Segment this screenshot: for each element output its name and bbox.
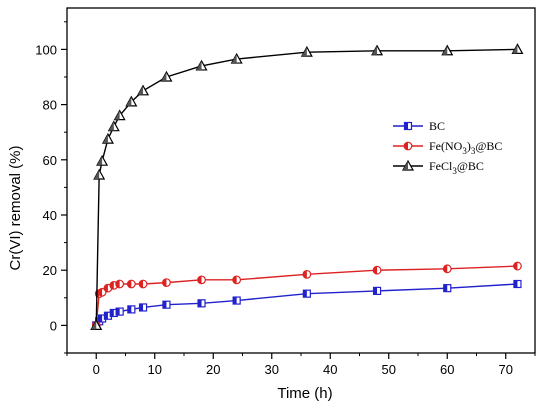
data-point <box>162 278 171 288</box>
data-point <box>115 307 124 316</box>
plot-area <box>90 43 524 330</box>
data-point <box>96 154 109 166</box>
legend: BC Fe(NO3)3@BC FeCl3@BC <box>393 119 502 176</box>
legend-marker <box>401 159 415 171</box>
data-point <box>300 45 313 57</box>
y-tick-label: 80 <box>43 98 57 113</box>
legend-item: FeCl3@BC <box>393 159 484 176</box>
x-tick-label: 30 <box>265 362 279 377</box>
data-point <box>115 279 125 289</box>
data-point <box>160 70 173 82</box>
plot-frame <box>66 7 536 354</box>
y-tick-label: 40 <box>43 208 57 223</box>
data-point <box>371 44 384 56</box>
x-tick-label: 60 <box>440 362 454 377</box>
data-point <box>197 275 206 285</box>
data-point <box>107 120 120 132</box>
data-point <box>137 84 150 96</box>
data-point <box>513 279 522 289</box>
data-point <box>372 286 382 295</box>
data-point <box>138 303 148 312</box>
y-tick-label: 20 <box>43 263 57 278</box>
legend-marker <box>403 141 413 151</box>
data-point <box>90 319 103 330</box>
data-point <box>302 269 312 279</box>
data-point <box>138 279 148 289</box>
y-tick-label: 100 <box>35 42 57 57</box>
data-point <box>513 261 522 271</box>
data-point <box>125 95 138 107</box>
legend-label: Fe(NO3)3@BC <box>429 139 502 156</box>
data-point <box>113 109 126 121</box>
legend-label: BC <box>429 119 445 133</box>
x-tick-label: 0 <box>93 362 100 377</box>
y-axis-title: Cr(VI) removal (%) <box>7 145 24 270</box>
data-point <box>372 265 382 275</box>
legend-label: FeCl3@BC <box>429 159 484 176</box>
y-tick-label: 0 <box>50 318 57 333</box>
data-point <box>443 284 452 293</box>
data-point <box>195 59 208 71</box>
x-tick-label: 70 <box>499 362 513 377</box>
data-point <box>101 132 114 144</box>
data-point <box>230 52 243 64</box>
data-point <box>442 264 452 274</box>
legend-marker <box>403 121 413 131</box>
x-tick-label: 40 <box>323 362 337 377</box>
legend-item: Fe(NO3)3@BC <box>393 139 502 156</box>
x-tick-label: 20 <box>206 362 220 377</box>
y-tick-label: 60 <box>43 153 57 168</box>
series-line <box>95 48 518 326</box>
series-2 <box>90 43 524 330</box>
data-point <box>302 289 311 298</box>
data-point <box>126 279 136 289</box>
data-point <box>232 275 242 285</box>
data-point <box>441 44 454 56</box>
data-point <box>511 43 524 55</box>
data-point <box>162 300 171 309</box>
legend-item: BC <box>393 119 445 133</box>
data-point <box>93 168 106 180</box>
data-point <box>97 287 107 297</box>
data-point <box>127 305 136 314</box>
x-tick-label: 50 <box>382 362 396 377</box>
data-point <box>232 296 241 305</box>
x-tick-label: 10 <box>148 362 162 377</box>
axes: 0 10 20 30 40 50 60 70 0 20 40 60 80 100 <box>35 7 536 377</box>
x-axis-title: Time (h) <box>277 385 332 402</box>
data-point <box>197 299 206 308</box>
series-0 <box>92 279 522 330</box>
